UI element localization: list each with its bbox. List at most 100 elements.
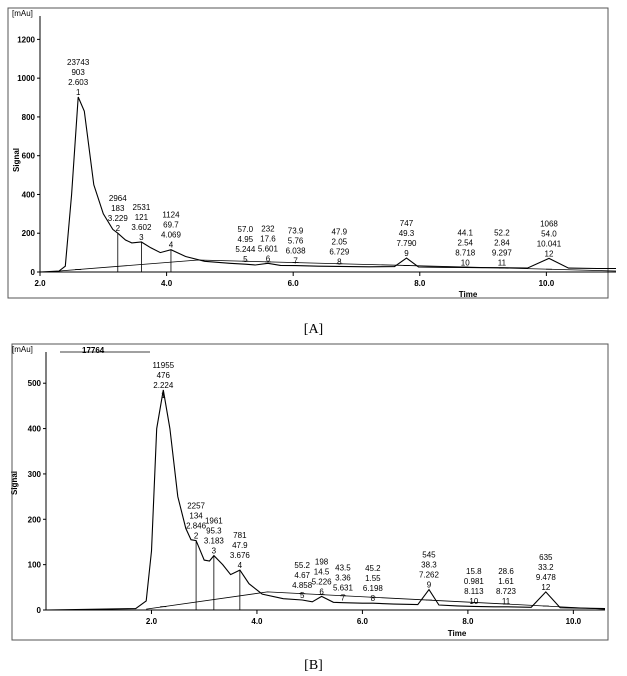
peak-label: 6.038 <box>286 247 307 256</box>
peak-label: 5.631 <box>333 584 354 593</box>
peak-label: 54.0 <box>541 229 557 238</box>
x-tick-label: 4.0 <box>161 279 173 288</box>
x-tick-label: 10.0 <box>539 279 555 288</box>
peak-label: 14.5 <box>314 567 330 576</box>
x-tick-label: 8.0 <box>414 279 426 288</box>
peak-label: 134 <box>189 512 203 521</box>
peak-label: 8 <box>337 257 342 266</box>
peak-label: 45.2 <box>365 564 381 573</box>
peak-label: 11 <box>502 597 511 606</box>
peak-label: 57.0 <box>238 225 254 234</box>
signal-trace <box>45 389 606 611</box>
x-axis-label: Time <box>448 629 467 638</box>
y-tick-label: 0 <box>31 268 36 277</box>
peak-label: 2.224 <box>153 381 174 390</box>
peak-label: 1.61 <box>498 577 514 586</box>
peak-label: 4.858 <box>292 581 313 590</box>
peak-label: 2 <box>194 532 199 541</box>
y-tick-label: 800 <box>22 113 36 122</box>
peak-label: 5 <box>300 591 305 600</box>
peak-label: 55.2 <box>294 561 310 570</box>
peak-label: 2531 <box>133 203 151 212</box>
peak-label: 2.846 <box>186 522 207 531</box>
x-tick-label: 2.0 <box>34 279 46 288</box>
peak-label: 9.297 <box>492 249 513 258</box>
peak-label: 7.790 <box>396 239 417 248</box>
peak-label: 7.262 <box>419 571 440 580</box>
peak-label: 9.478 <box>536 573 557 582</box>
peak-label: 198 <box>315 557 329 566</box>
peak-label: 5.244 <box>235 245 256 254</box>
peak-label: 10 <box>469 597 478 606</box>
x-tick-label: 6.0 <box>357 617 369 626</box>
caption-a: [A] <box>303 322 324 337</box>
peak-label: 11955 <box>152 361 174 370</box>
x-tick-label: 8.0 <box>462 617 474 626</box>
peak-label: 1 <box>76 88 81 97</box>
peak-label: 781 <box>233 531 247 540</box>
y-tick-label: 200 <box>22 229 36 238</box>
peak-label: 49.3 <box>399 229 415 238</box>
peak-label: 7 <box>341 594 346 603</box>
peak-label: 903 <box>71 68 85 77</box>
peak-label: 4.67 <box>294 571 310 580</box>
plot-frame <box>7 7 609 299</box>
y-tick-label: 0 <box>37 606 42 615</box>
y-tick-label: 100 <box>28 561 42 570</box>
peak-label: 0.981 <box>464 577 485 586</box>
y-axis-label: Signal <box>10 471 19 495</box>
peak-label: 11 <box>498 259 507 268</box>
peak-label: 5.601 <box>258 244 279 253</box>
peak-label: 28.6 <box>498 567 514 576</box>
y-tick-label: 400 <box>28 425 42 434</box>
peak-label: 95.3 <box>206 527 222 536</box>
x-tick-label: 6.0 <box>288 279 300 288</box>
peak-label: 4.95 <box>238 235 254 244</box>
peak-label: 3 <box>139 233 144 242</box>
peak-label: 23743 <box>67 58 90 67</box>
peak-label: 5.226 <box>312 577 333 586</box>
peak-label: 47.9 <box>332 227 348 236</box>
x-tick-label: 10.0 <box>566 617 582 626</box>
peak-label: 8.723 <box>496 587 517 596</box>
peak-label: 5 <box>243 255 248 264</box>
peak-label: 8.113 <box>464 587 484 596</box>
peak-label: 7 <box>293 257 298 266</box>
peak-label: 545 <box>422 551 436 560</box>
peak-label: 3 <box>212 547 217 556</box>
peak-label: 38.3 <box>421 561 437 570</box>
peak-label: 6 <box>319 587 324 596</box>
peak-label: 9 <box>427 581 432 590</box>
peak-label: 6.729 <box>329 247 350 256</box>
y-tick-label: 1000 <box>17 74 35 83</box>
peak-label: 69.7 <box>163 221 179 230</box>
peak-label: 1961 <box>205 517 223 526</box>
peak-label: 8.718 <box>455 249 476 258</box>
peak-label: 9 <box>404 249 409 258</box>
peak-label: 73.9 <box>288 227 304 236</box>
peak-label: 4.069 <box>161 231 182 240</box>
peak-label: 635 <box>539 553 553 562</box>
chromatogram-b: [mAu] 17764 Signal Time 0 100 200 300 400 500… <box>10 343 609 641</box>
y-tick-label: 400 <box>22 190 36 199</box>
peak-label: 10.041 <box>537 239 562 248</box>
y-tick-label: 200 <box>28 515 42 524</box>
peak-label: 2964 <box>109 194 127 203</box>
peak-label: 44.1 <box>457 229 473 238</box>
peak-label: 1 <box>161 391 166 400</box>
peak-label: 2.84 <box>494 239 510 248</box>
y-tick-label: 1200 <box>17 35 35 44</box>
peak-label: 33.2 <box>538 563 554 572</box>
peak-label: 2.05 <box>332 237 348 246</box>
peak-label: 3.229 <box>108 214 129 223</box>
signal-trace <box>39 96 616 273</box>
peak-label: 2.603 <box>68 78 89 87</box>
peak-label: 12 <box>545 249 554 258</box>
peak-label: 232 <box>261 224 275 233</box>
unit-label: [mAu] <box>12 345 33 354</box>
peak-label: 10 <box>461 259 470 268</box>
overflow-label: 17764 <box>82 346 105 355</box>
peak-label: 1068 <box>540 219 558 228</box>
peak-label: 5.76 <box>288 237 304 246</box>
peak-label: 3.183 <box>204 537 225 546</box>
